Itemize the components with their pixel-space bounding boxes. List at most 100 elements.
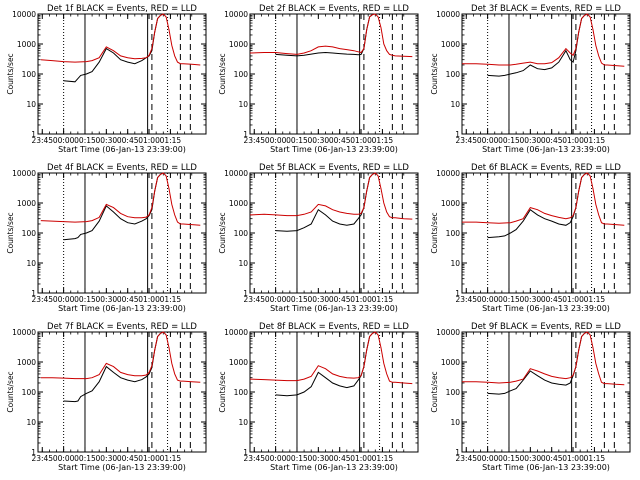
x-tick-label: 01:00 bbox=[138, 136, 160, 145]
y-tick-label: 1 bbox=[31, 448, 36, 457]
y-tick-label: 10 bbox=[238, 418, 248, 427]
y-axis-label: Counts/sec bbox=[218, 212, 227, 253]
x-tick-label: 00:30 bbox=[96, 295, 118, 304]
x-tick-label: 23:45 bbox=[455, 295, 477, 304]
x-tick-label: 00:30 bbox=[308, 136, 330, 145]
x-tick-label: 00:00 bbox=[53, 136, 75, 145]
x-tick-label: 00:30 bbox=[96, 454, 118, 463]
x-tick-label: 01:00 bbox=[138, 454, 160, 463]
x-tick-label: 00:30 bbox=[96, 136, 118, 145]
x-tick-label: 01:00 bbox=[138, 295, 160, 304]
y-tick-label: 1000 bbox=[17, 40, 36, 49]
y-tick-label: 1000 bbox=[441, 358, 460, 367]
x-tick-label: 01:15 bbox=[372, 295, 394, 304]
x-axis-label: Start Time (06-Jan-13 23:39:00) bbox=[58, 145, 186, 154]
y-tick-label: 1000 bbox=[229, 358, 248, 367]
x-tick-label: 00:00 bbox=[53, 454, 75, 463]
y-tick-label: 10000 bbox=[436, 169, 460, 178]
x-axis-label: Start Time (06-Jan-13 23:39:00) bbox=[270, 463, 398, 472]
x-tick-label: 00:45 bbox=[117, 136, 139, 145]
x-tick-label: 00:15 bbox=[286, 454, 308, 463]
x-tick-label: 00:45 bbox=[117, 454, 139, 463]
x-tick-label: 01:15 bbox=[584, 136, 606, 145]
x-tick-label: 00:45 bbox=[117, 295, 139, 304]
y-tick-label: 10 bbox=[26, 259, 36, 268]
panel-title: Det 5f BLACK = Events, RED = LLD bbox=[259, 163, 409, 173]
y-axis-label: Counts/sec bbox=[430, 212, 439, 253]
x-tick-label: 23:45 bbox=[455, 136, 477, 145]
y-tick-label: 100 bbox=[234, 229, 249, 238]
x-axis-label: Start Time (06-Jan-13 23:39:00) bbox=[58, 304, 186, 313]
x-tick-label: 00:45 bbox=[329, 136, 351, 145]
x-tick-label: 00:15 bbox=[498, 454, 520, 463]
x-tick-label: 01:15 bbox=[160, 454, 182, 463]
x-tick-label: 23:45 bbox=[31, 295, 53, 304]
series-events-line bbox=[63, 333, 161, 403]
x-tick-label: 01:15 bbox=[160, 136, 182, 145]
x-tick-label: 01:00 bbox=[562, 454, 584, 463]
x-tick-label: 00:45 bbox=[541, 136, 563, 145]
y-tick-label: 10 bbox=[26, 100, 36, 109]
x-axis-label: Start Time (06-Jan-13 23:39:00) bbox=[270, 145, 398, 154]
panel-6: Det 6f BLACK = Events, RED = LLD 1 10 100 10… bbox=[430, 163, 631, 313]
y-tick-label: 1000 bbox=[17, 199, 36, 208]
x-tick-label: 01:15 bbox=[584, 295, 606, 304]
y-axis-label: Counts/sec bbox=[6, 371, 15, 412]
series-events-line bbox=[63, 15, 161, 83]
y-tick-label: 10000 bbox=[224, 10, 248, 19]
series-lld-line bbox=[40, 13, 201, 66]
x-tick-label: 00:00 bbox=[265, 454, 287, 463]
x-tick-label: 01:15 bbox=[372, 454, 394, 463]
y-tick-label: 1000 bbox=[17, 358, 36, 367]
x-tick-label: 00:15 bbox=[74, 295, 96, 304]
x-tick-label: 01:15 bbox=[372, 136, 394, 145]
y-tick-label: 10000 bbox=[12, 10, 36, 19]
panel-7: Det 7f BLACK = Events, RED = LLD 1 10 100 10… bbox=[6, 322, 207, 472]
panel-title: Det 9f BLACK = Events, RED = LLD bbox=[471, 322, 621, 332]
x-tick-label: 00:30 bbox=[308, 454, 330, 463]
panel-title: Det 4f BLACK = Events, RED = LLD bbox=[47, 163, 197, 173]
x-tick-label: 01:00 bbox=[350, 136, 372, 145]
y-tick-label: 10000 bbox=[224, 328, 248, 337]
series-events-line bbox=[275, 333, 373, 397]
panel-2: Det 2f BLACK = Events, RED = LLD 1 10 100 10… bbox=[218, 4, 419, 154]
x-tick-label: 00:00 bbox=[265, 136, 287, 145]
series-lld-line bbox=[462, 172, 625, 226]
x-axis-label: Start Time (06-Jan-13 23:39:00) bbox=[58, 463, 186, 472]
y-tick-label: 1000 bbox=[441, 40, 460, 49]
x-tick-label: 00:15 bbox=[286, 295, 308, 304]
panel-4: Det 4f BLACK = Events, RED = LLD 1 10 100 10… bbox=[6, 163, 207, 313]
y-tick-label: 10000 bbox=[12, 328, 36, 337]
x-tick-label: 00:30 bbox=[520, 454, 542, 463]
x-tick-label: 00:30 bbox=[308, 295, 330, 304]
panel-title: Det 3f BLACK = Events, RED = LLD bbox=[471, 4, 621, 14]
x-tick-label: 00:15 bbox=[286, 136, 308, 145]
y-tick-label: 1 bbox=[455, 289, 460, 298]
panel-title: Det 2f BLACK = Events, RED = LLD bbox=[259, 4, 409, 14]
x-tick-label: 00:00 bbox=[477, 295, 499, 304]
y-axis-label: Counts/sec bbox=[6, 53, 15, 94]
x-axis-label: Start Time (06-Jan-13 23:39:00) bbox=[482, 463, 610, 472]
y-tick-label: 10 bbox=[450, 259, 460, 268]
x-tick-label: 00:00 bbox=[477, 136, 499, 145]
y-axis-label: Counts/sec bbox=[218, 371, 227, 412]
panel-title: Det 1f BLACK = Events, RED = LLD bbox=[47, 4, 197, 14]
x-axis-label: Start Time (06-Jan-13 23:39:00) bbox=[482, 304, 610, 313]
panel-title: Det 8f BLACK = Events, RED = LLD bbox=[259, 322, 409, 332]
x-tick-label: 23:45 bbox=[243, 136, 265, 145]
series-events-line bbox=[487, 333, 585, 395]
y-tick-label: 100 bbox=[446, 70, 461, 79]
y-tick-label: 10 bbox=[238, 100, 248, 109]
y-tick-label: 1000 bbox=[441, 199, 460, 208]
y-tick-label: 100 bbox=[446, 388, 461, 397]
y-tick-label: 10000 bbox=[224, 169, 248, 178]
x-tick-label: 01:00 bbox=[350, 454, 372, 463]
y-tick-label: 1 bbox=[455, 130, 460, 139]
x-tick-label: 00:45 bbox=[329, 295, 351, 304]
panel-1: Det 1f BLACK = Events, RED = LLD 1 10 100 10… bbox=[6, 4, 207, 154]
y-tick-label: 10 bbox=[450, 100, 460, 109]
y-tick-label: 1 bbox=[31, 130, 36, 139]
y-tick-label: 1 bbox=[455, 448, 460, 457]
y-tick-label: 100 bbox=[22, 388, 37, 397]
